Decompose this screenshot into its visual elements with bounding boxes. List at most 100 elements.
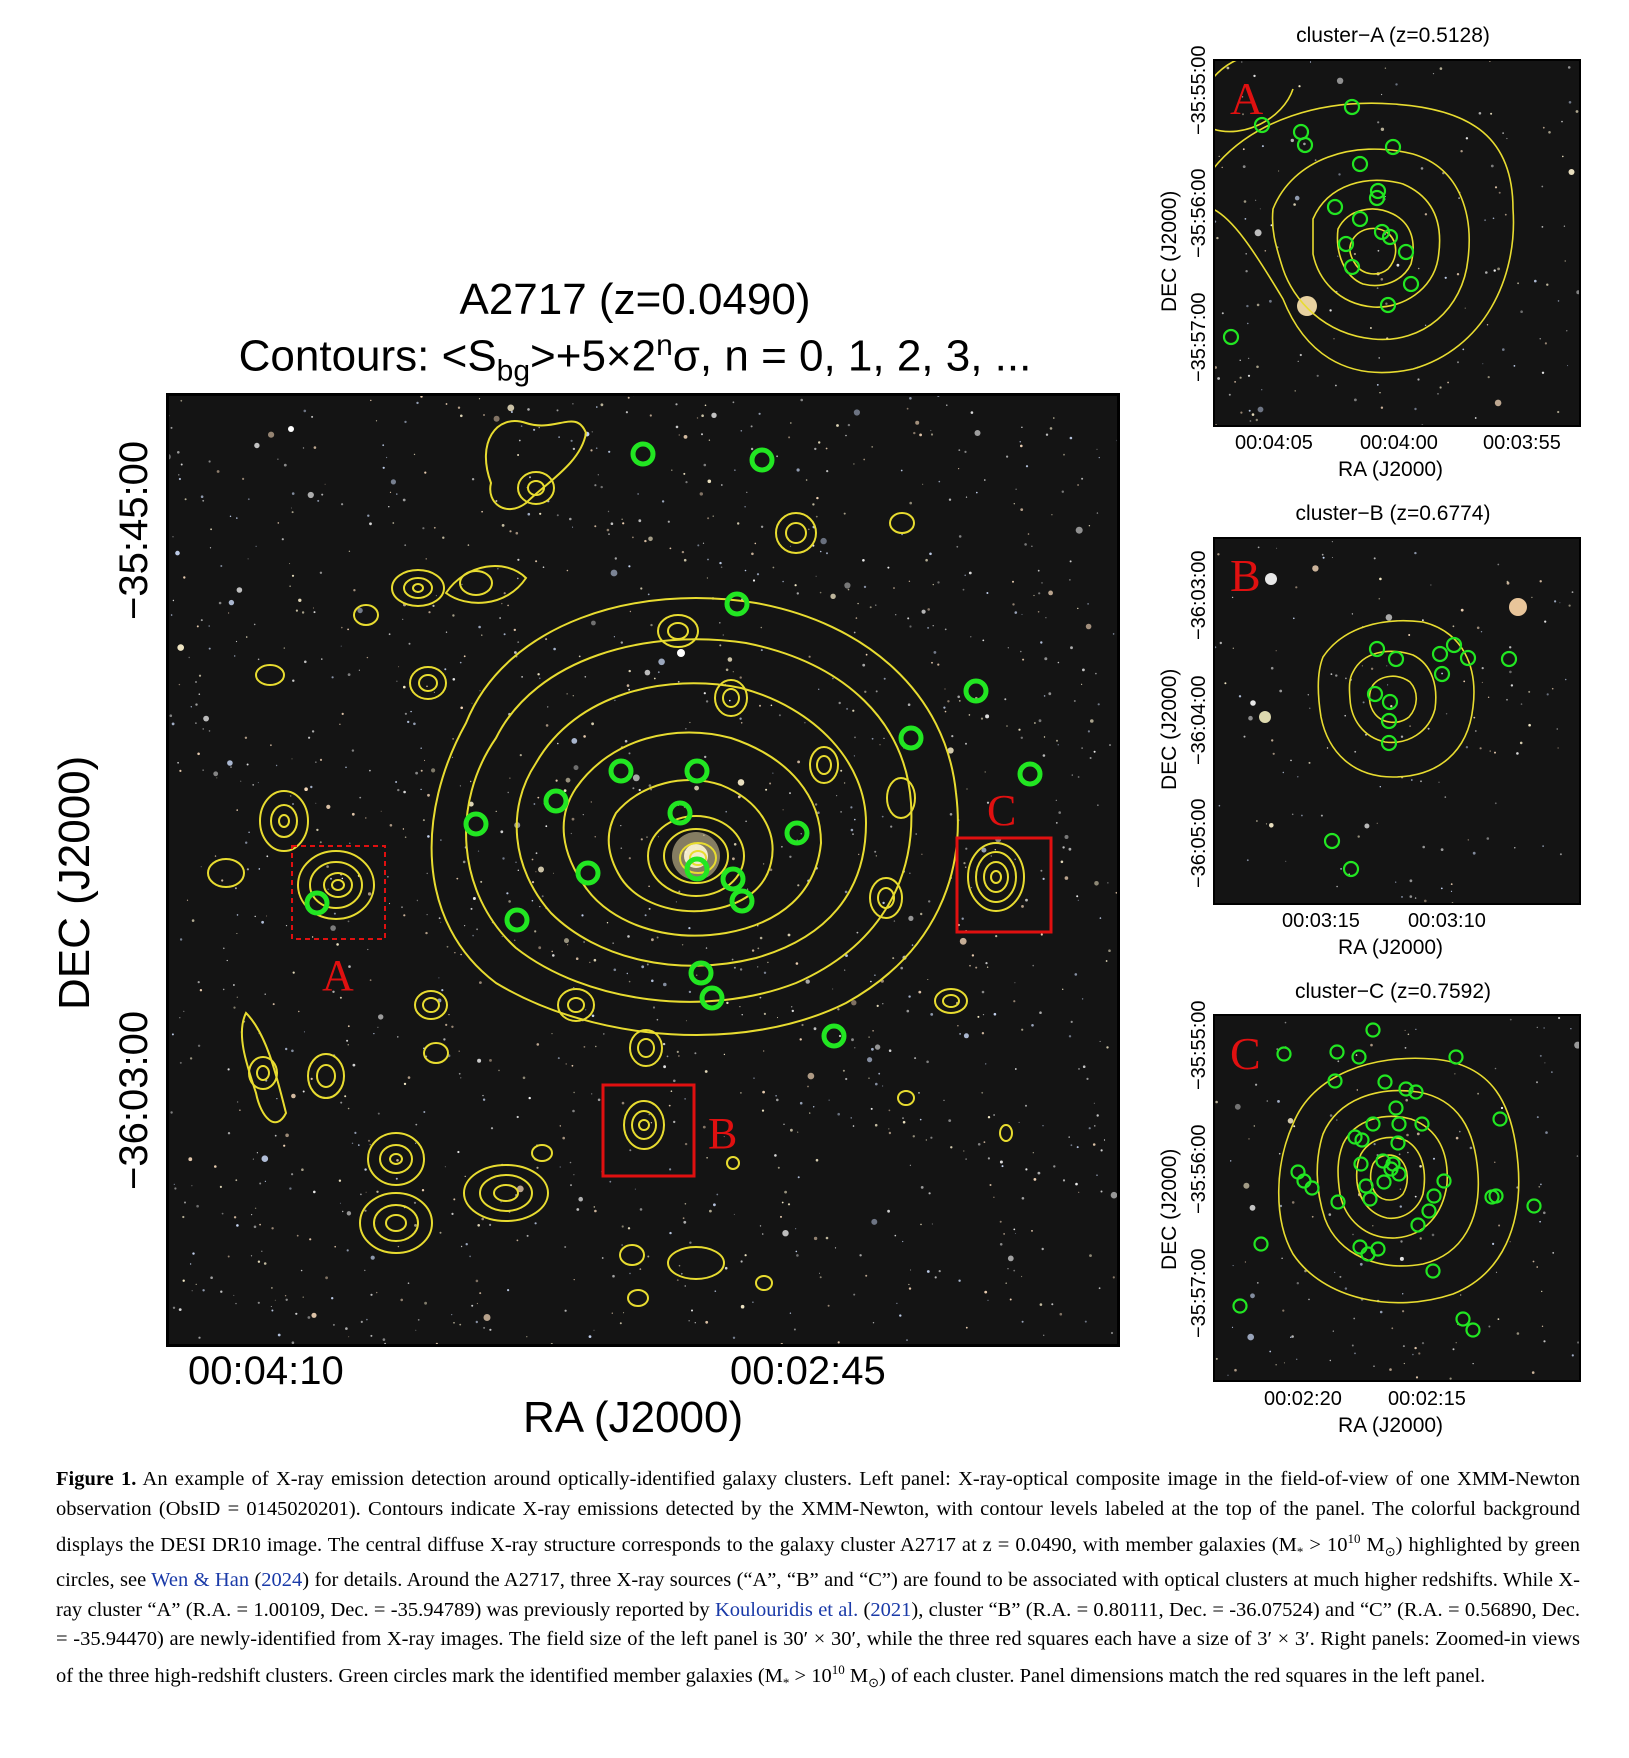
background-star [1108, 949, 1111, 952]
background-star [1234, 1103, 1241, 1110]
background-star [732, 857, 735, 861]
background-star [506, 892, 509, 895]
background-star [610, 522, 614, 525]
background-star [1356, 1089, 1358, 1091]
background-star [838, 1034, 842, 1038]
background-star [981, 1091, 984, 1094]
background-star [428, 611, 431, 614]
background-star [346, 1211, 352, 1216]
background-star [416, 899, 419, 902]
background-star [984, 1290, 988, 1294]
background-star [227, 1068, 230, 1071]
ref-koulouridis-year[interactable]: 2021 [870, 1598, 912, 1621]
member-galaxy-marker [463, 811, 489, 837]
background-star [186, 899, 189, 901]
background-star [377, 1112, 380, 1115]
member-galaxy-marker [684, 856, 710, 882]
background-star [1265, 823, 1268, 825]
ref-wen-han[interactable]: Wen & Han [151, 1569, 250, 1592]
background-star [613, 968, 617, 972]
background-star [961, 917, 964, 920]
background-star [353, 589, 356, 592]
background-star [317, 499, 320, 502]
background-star [694, 1322, 696, 1324]
background-star [1516, 1332, 1520, 1335]
background-star [1071, 774, 1073, 776]
member-galaxy-marker [304, 890, 330, 916]
background-star [966, 788, 968, 790]
background-star [179, 938, 183, 941]
background-star [594, 484, 597, 487]
background-star [291, 1093, 296, 1099]
background-star [369, 979, 372, 982]
background-star [1541, 1290, 1543, 1293]
background-star [1234, 381, 1236, 383]
background-star [868, 1077, 870, 1079]
background-star [681, 944, 684, 946]
background-star [1345, 677, 1347, 680]
background-star [424, 1301, 427, 1305]
background-star [1399, 1205, 1402, 1208]
background-star [676, 1050, 679, 1053]
background-star [253, 1225, 257, 1229]
background-star [1418, 1352, 1421, 1355]
background-star [678, 890, 681, 893]
background-star [675, 901, 677, 903]
background-star [340, 645, 342, 647]
member-galaxy-marker [688, 960, 714, 986]
member-galaxy-marker [1398, 1081, 1414, 1097]
background-star [352, 1063, 356, 1067]
background-star [1221, 312, 1224, 315]
background-star [1025, 1168, 1028, 1171]
background-star [1291, 1201, 1295, 1204]
background-star [552, 954, 555, 957]
background-star [781, 1201, 784, 1204]
background-star [707, 517, 710, 520]
background-star [865, 653, 868, 656]
background-star [1543, 1027, 1545, 1029]
background-star [370, 1293, 373, 1296]
background-star [791, 1006, 793, 1008]
member-galaxy-marker [1526, 1198, 1542, 1214]
background-star [364, 1168, 367, 1171]
background-star [977, 1143, 981, 1146]
background-star [1509, 1018, 1512, 1021]
background-star [259, 1223, 261, 1226]
member-galaxy-marker [1500, 650, 1518, 668]
background-star [1242, 165, 1246, 168]
background-star [483, 1326, 486, 1329]
background-star [608, 533, 610, 535]
background-star [1544, 1062, 1546, 1064]
ref-koulouridis[interactable]: Koulouridis et al. [714, 1598, 859, 1621]
background-star [1297, 360, 1299, 362]
background-star [1472, 851, 1476, 855]
member-galaxy-marker [1421, 1203, 1437, 1219]
background-star [545, 638, 548, 641]
background-star [1093, 1102, 1095, 1104]
member-galaxy-marker [1410, 1217, 1426, 1233]
member-galaxy-marker [1381, 228, 1399, 246]
background-star [1484, 219, 1486, 222]
background-star [1419, 1165, 1422, 1168]
background-star [458, 1072, 461, 1075]
background-star [1340, 867, 1343, 870]
background-star [1272, 752, 1275, 755]
background-star [171, 1033, 174, 1036]
background-star [683, 435, 688, 439]
background-star [976, 491, 978, 494]
background-star [614, 557, 617, 560]
background-star [573, 1091, 575, 1094]
background-star [1500, 1106, 1504, 1110]
background-star [872, 1030, 874, 1032]
background-star [240, 780, 242, 782]
background-star [1239, 359, 1241, 361]
background-star [471, 1304, 474, 1307]
background-star [1112, 1276, 1115, 1279]
background-star [1098, 456, 1100, 459]
background-star [930, 1136, 933, 1139]
ref-wen-han-year[interactable]: 2024 [261, 1569, 303, 1592]
background-star [197, 981, 200, 984]
background-star [339, 1202, 341, 1204]
background-star [1541, 185, 1544, 188]
background-star [984, 771, 986, 773]
